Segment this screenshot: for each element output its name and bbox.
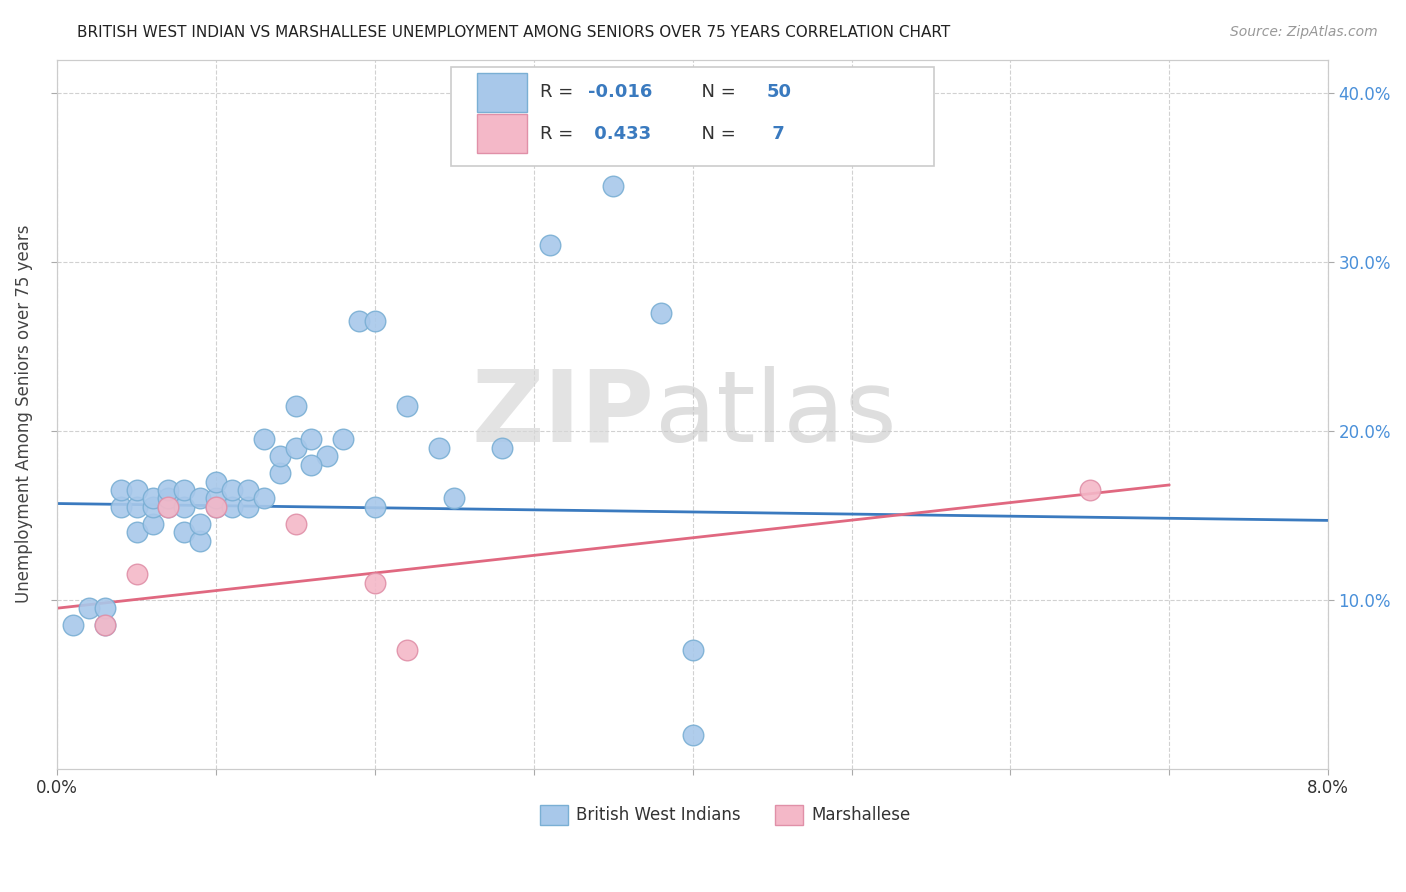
Point <box>269 466 291 480</box>
Point <box>94 618 117 632</box>
Text: R =: R = <box>540 125 579 143</box>
Point <box>602 179 624 194</box>
Point <box>125 567 148 582</box>
Point <box>301 458 323 472</box>
Point <box>110 500 132 514</box>
Point <box>173 500 195 514</box>
Point <box>62 618 84 632</box>
Bar <box>477 114 527 153</box>
Point <box>205 500 228 514</box>
Text: 0.433: 0.433 <box>589 125 651 143</box>
Text: N =: N = <box>690 125 741 143</box>
Text: Source: ZipAtlas.com: Source: ZipAtlas.com <box>1230 25 1378 39</box>
Point <box>1078 483 1101 497</box>
Point <box>491 441 513 455</box>
Point <box>157 500 180 514</box>
Point <box>188 533 211 548</box>
Point <box>173 483 195 497</box>
Point <box>157 500 180 514</box>
Point <box>253 433 276 447</box>
Point <box>332 433 354 447</box>
Text: atlas: atlas <box>655 366 896 463</box>
Text: Marshallese: Marshallese <box>811 806 910 824</box>
Point <box>125 500 148 514</box>
Y-axis label: Unemployment Among Seniors over 75 years: Unemployment Among Seniors over 75 years <box>15 225 32 603</box>
Point <box>316 450 339 464</box>
Point <box>395 643 418 657</box>
Bar <box>540 805 568 825</box>
Text: N =: N = <box>690 83 741 101</box>
Point <box>284 399 307 413</box>
Point <box>347 314 370 328</box>
Point <box>364 314 387 328</box>
Point <box>395 399 418 413</box>
Point <box>236 483 259 497</box>
Point <box>157 483 180 497</box>
Point <box>125 525 148 540</box>
Text: ZIP: ZIP <box>471 366 655 463</box>
Point <box>364 500 387 514</box>
Point <box>110 483 132 497</box>
Text: 7: 7 <box>766 125 785 143</box>
Point <box>221 483 243 497</box>
Point <box>364 575 387 590</box>
Point <box>269 450 291 464</box>
Point <box>188 516 211 531</box>
Point <box>284 516 307 531</box>
Point <box>142 516 165 531</box>
Point <box>157 491 180 506</box>
Text: -0.016: -0.016 <box>589 83 652 101</box>
Point <box>443 491 465 506</box>
Point <box>205 475 228 489</box>
Text: R =: R = <box>540 83 579 101</box>
Point <box>682 643 704 657</box>
Point <box>142 491 165 506</box>
Point <box>205 500 228 514</box>
FancyBboxPatch shape <box>451 67 934 166</box>
Point <box>77 601 100 615</box>
Bar <box>775 805 803 825</box>
Point <box>284 441 307 455</box>
Bar <box>477 73 527 112</box>
Point <box>205 491 228 506</box>
Point <box>94 618 117 632</box>
Point <box>173 525 195 540</box>
Point <box>538 238 561 252</box>
Text: British West Indians: British West Indians <box>576 806 741 824</box>
Point <box>221 500 243 514</box>
Point <box>94 601 117 615</box>
Point <box>301 433 323 447</box>
Point <box>682 728 704 742</box>
Point <box>253 491 276 506</box>
Text: 50: 50 <box>766 83 792 101</box>
Point <box>125 483 148 497</box>
Point <box>650 306 672 320</box>
Point <box>427 441 450 455</box>
Point <box>188 491 211 506</box>
Text: BRITISH WEST INDIAN VS MARSHALLESE UNEMPLOYMENT AMONG SENIORS OVER 75 YEARS CORR: BRITISH WEST INDIAN VS MARSHALLESE UNEMP… <box>77 25 950 40</box>
Point <box>142 500 165 514</box>
Point <box>236 500 259 514</box>
